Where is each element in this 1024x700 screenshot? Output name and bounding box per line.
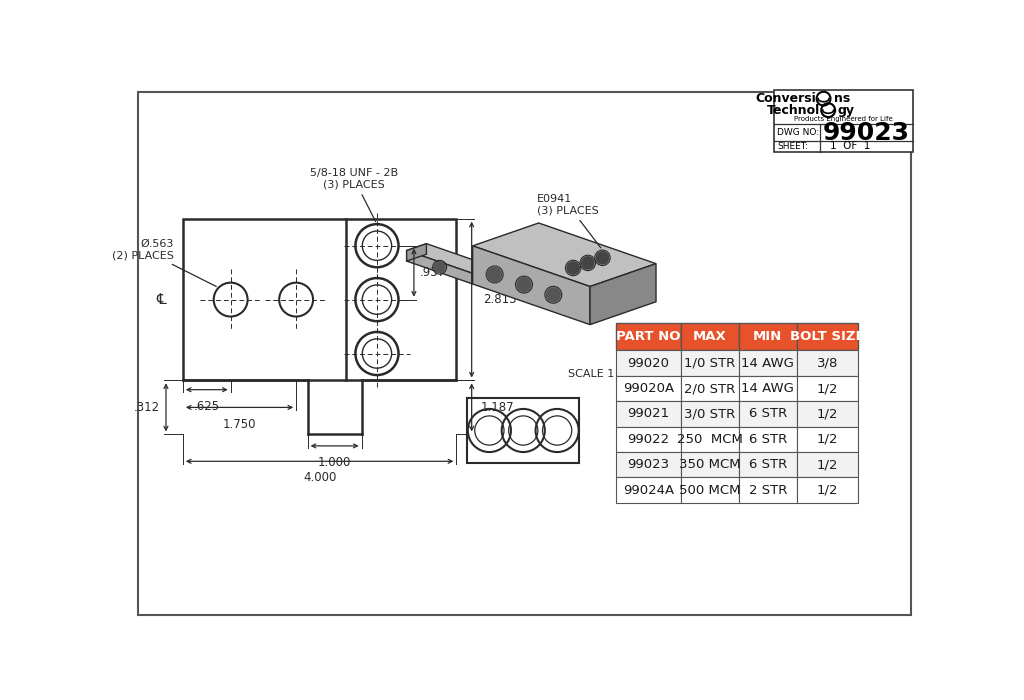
Circle shape [596, 251, 608, 264]
Polygon shape [407, 244, 493, 274]
Text: 1/2: 1/2 [817, 484, 839, 497]
Bar [615, 452, 681, 477]
Text: MAX: MAX [693, 330, 727, 343]
Text: 2 STR: 2 STR [749, 484, 786, 497]
Bar [797, 477, 858, 503]
Text: .625: .625 [194, 400, 220, 414]
Text: 1/2: 1/2 [817, 458, 839, 471]
Text: 14 AWG: 14 AWG [741, 382, 795, 395]
Text: 6 STR: 6 STR [749, 433, 786, 446]
Bar [467, 398, 580, 463]
Polygon shape [473, 246, 590, 325]
Text: 99021: 99021 [628, 407, 670, 421]
Bar [681, 452, 739, 477]
Bar [797, 376, 858, 401]
Bar [681, 427, 739, 452]
Circle shape [582, 257, 594, 269]
Bar [615, 351, 681, 376]
Text: 99024A: 99024A [623, 484, 674, 497]
Bar [739, 477, 797, 503]
Bar [739, 401, 797, 427]
Text: 1  OF  1: 1 OF 1 [830, 141, 870, 151]
Text: 99020: 99020 [628, 356, 670, 370]
Bar [797, 323, 858, 351]
Text: 2/0 STR: 2/0 STR [684, 382, 735, 395]
Bar [739, 427, 797, 452]
Text: 1.750: 1.750 [223, 418, 256, 431]
Text: SCALE 1 / 2: SCALE 1 / 2 [568, 369, 633, 379]
Bar [681, 401, 739, 427]
Bar [183, 218, 457, 381]
Text: Products Engineered for Life: Products Engineered for Life [794, 116, 893, 122]
Text: 1/2: 1/2 [817, 382, 839, 395]
Text: 1.187: 1.187 [481, 401, 514, 414]
Text: .312: .312 [134, 401, 160, 414]
Circle shape [517, 278, 530, 291]
Text: 99023: 99023 [628, 458, 670, 471]
Text: SHEET:: SHEET: [777, 142, 808, 151]
Text: 99020A: 99020A [623, 382, 674, 395]
Text: PART NO: PART NO [616, 330, 681, 343]
Text: Ø.563
(2) PLACES: Ø.563 (2) PLACES [112, 239, 216, 286]
Text: E0941
(3) PLACES: E0941 (3) PLACES [537, 194, 601, 248]
Text: 6 STR: 6 STR [749, 458, 786, 471]
Bar [681, 351, 739, 376]
Bar [797, 351, 858, 376]
Text: 4.000: 4.000 [303, 471, 336, 484]
Bar [615, 477, 681, 503]
Text: 3/0 STR: 3/0 STR [684, 407, 735, 421]
Text: MIN: MIN [753, 330, 782, 343]
Bar [739, 323, 797, 351]
Polygon shape [407, 244, 426, 261]
Text: 1/2: 1/2 [817, 433, 839, 446]
Text: 1/0 STR: 1/0 STR [684, 356, 735, 370]
Text: Technol: Technol [766, 104, 819, 117]
Text: 1/2: 1/2 [817, 407, 839, 421]
Circle shape [567, 262, 580, 274]
Bar [681, 477, 739, 503]
Bar [615, 376, 681, 401]
Polygon shape [590, 264, 656, 325]
Text: gy: gy [838, 104, 854, 117]
Text: Conversi: Conversi [755, 92, 816, 105]
Bar [739, 351, 797, 376]
Text: 99022: 99022 [628, 433, 670, 446]
Bar [739, 376, 797, 401]
Text: 99023: 99023 [822, 120, 909, 144]
Text: 1.000: 1.000 [317, 456, 351, 469]
Text: .937: .937 [420, 266, 446, 279]
Text: BOLT SIZE: BOLT SIZE [791, 330, 864, 343]
Bar [681, 323, 739, 351]
Bar [615, 323, 681, 351]
Text: 2.813: 2.813 [483, 293, 517, 306]
Bar [797, 427, 858, 452]
Text: 14 AWG: 14 AWG [741, 356, 795, 370]
Bar [797, 401, 858, 427]
Polygon shape [473, 223, 656, 286]
Bar [681, 376, 739, 401]
Circle shape [434, 262, 445, 272]
Circle shape [487, 267, 502, 281]
Text: 350 MCM: 350 MCM [679, 458, 740, 471]
Bar [773, 90, 912, 152]
Circle shape [547, 288, 560, 302]
Text: 500 MCM: 500 MCM [679, 484, 740, 497]
Text: 3/8: 3/8 [817, 356, 838, 370]
Text: ns: ns [834, 92, 850, 105]
Bar [615, 427, 681, 452]
Text: 250  MCM: 250 MCM [677, 433, 743, 446]
Text: 5/8-18 UNF - 2B
(3) PLACES: 5/8-18 UNF - 2B (3) PLACES [310, 168, 398, 222]
Bar [615, 401, 681, 427]
Polygon shape [407, 251, 473, 284]
Text: 6 STR: 6 STR [749, 407, 786, 421]
Bar [739, 452, 797, 477]
Text: ℄: ℄ [157, 292, 166, 307]
Text: DWG NO:: DWG NO: [777, 128, 819, 137]
Bar [797, 452, 858, 477]
